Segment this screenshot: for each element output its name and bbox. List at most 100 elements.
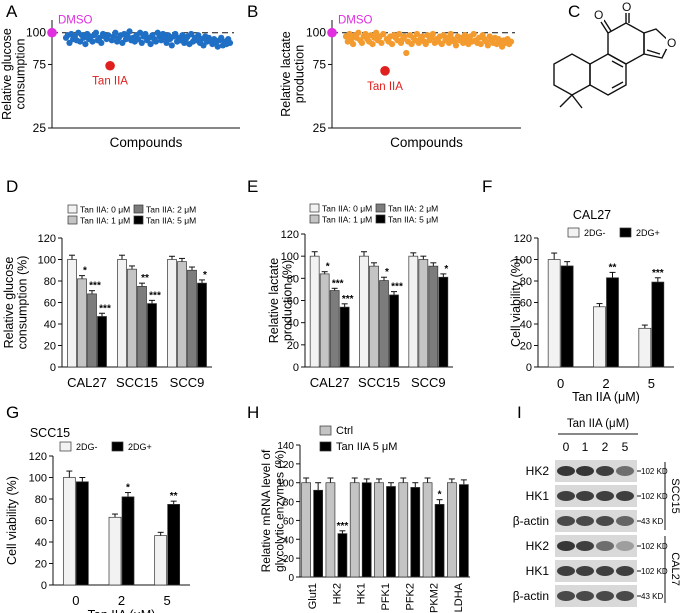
chart-e-y-tick-label: 100: [281, 251, 299, 263]
chart-d-significance: *: [203, 270, 207, 281]
chart-b-point: [358, 39, 366, 47]
chart-d-legend-swatch: [133, 204, 144, 214]
chart-f-y-tick-label: 20: [520, 341, 532, 353]
chart-f-significance: ***: [652, 268, 664, 279]
chart-d-y-tick-label: 40: [44, 319, 56, 331]
chart-f-y-tick-label: 0: [526, 362, 532, 374]
blot-band: [576, 516, 594, 526]
chart-f-bar: [593, 306, 606, 368]
chart-e-legend-swatch: [309, 214, 320, 224]
chart-d-y-tick-label: 120: [38, 233, 56, 245]
chart-f-legend-entry: 2DG-: [584, 228, 606, 238]
chart-e-bar: [438, 276, 449, 368]
chart-h-y-tick-label: 40: [283, 535, 295, 546]
chart-e-significance: *: [444, 264, 448, 275]
blot-band: [596, 491, 614, 501]
chart-b-point: [447, 30, 454, 38]
chart-b-point: [380, 30, 387, 38]
chart-g-y-tick-label: 40: [35, 537, 47, 549]
chart-e-significance: ***: [391, 282, 403, 293]
chart-h-category-label: Glut1: [307, 583, 319, 609]
blot-band: [557, 566, 575, 576]
blot-band: [576, 466, 594, 476]
oxygen-label-2: O: [622, 0, 631, 14]
chart-b-tan-iia-label: Tan IIA: [367, 81, 403, 93]
chart-f-y-tick-label: 80: [520, 276, 532, 288]
chart-g-legend-entry: 2DG+: [128, 442, 152, 452]
chart-e-legend-swatch: [375, 214, 386, 224]
blot-band: [576, 591, 594, 601]
chart-e-bar: [329, 290, 340, 368]
chart-h-y-tick-label: 80: [283, 498, 295, 509]
chart-a-point: [112, 29, 119, 36]
chart-a-glucose-screen: 25 75 100 Tan IIA DMSO Compounds Relative gluc…: [0, 15, 240, 150]
chart-d-bar: [197, 282, 207, 368]
blot-marker-label: 102 KD: [641, 467, 668, 476]
chart-h-category-label: PFK1: [380, 583, 392, 611]
chart-b-point: [419, 33, 426, 40]
chart-e-legend-entry: Tan IIA: 0 μM: [322, 204, 372, 214]
chart-f-legend-swatch: [567, 227, 580, 238]
blot-band: [576, 541, 594, 551]
chart-f-y-tick-label: 100: [514, 255, 532, 267]
chart-d-glucose-consumption: 020406080100120*******CAL27*****SCC15*SC…: [2, 204, 212, 390]
chart-h-bar: [410, 487, 421, 578]
chart-g-y-label: Cell viability (%): [5, 476, 19, 565]
chart-e-y-tick-label: 20: [287, 340, 299, 352]
blot-row-label: HK1: [526, 564, 550, 578]
chart-b-point: [362, 30, 369, 38]
chart-h-y-tick-label: 120: [277, 460, 294, 471]
chart-d-legend-entry: Tan IIA: 1 μM: [80, 216, 130, 226]
chart-a-point: [147, 41, 154, 48]
chart-a-y-tick-label: 25: [33, 121, 47, 135]
chart-e-bar: [418, 259, 429, 368]
chart-b-point: [350, 41, 357, 48]
blot-band: [557, 466, 575, 476]
chart-g-bar: [167, 504, 181, 586]
blot-band: [616, 541, 634, 551]
chart-a-point: [168, 42, 175, 49]
chart-g-x-label: Tan IIA (μM): [88, 608, 156, 613]
blot-marker-label: 102 KD: [641, 542, 668, 551]
chart-h-y-label: glycolytic enzymes (%): [273, 450, 287, 572]
chart-d-legend-swatch: [67, 204, 78, 214]
chart-b-dmso-point: [327, 27, 337, 38]
chart-e-significance: ***: [342, 294, 354, 305]
chart-f-bar: [560, 265, 574, 368]
chart-e-legend-entry: Tan IIA: 2 μM: [388, 204, 438, 214]
furan-ring: [643, 28, 671, 59]
blot-marker-label: 102 KD: [641, 567, 668, 576]
chart-g-y-tick-label: 120: [29, 451, 47, 463]
chart-h-bar: [325, 482, 336, 578]
chart-g-significance: **: [170, 491, 178, 502]
chart-d-bar: [77, 278, 87, 368]
chart-b-point: [484, 42, 491, 49]
chart-f-category-label: 0: [557, 376, 564, 391]
chart-h-mrna-levels: 0 20 40 60 80 100 120 140 Glut1 *** HK2 HK1 PFK1 PFK2…: [259, 425, 470, 613]
chart-h-y-tick-label: 140: [277, 441, 294, 452]
chart-d-y-tick-label: 80: [44, 276, 56, 288]
chart-e-bar: [309, 255, 320, 368]
chart-g-y-tick-label: 60: [35, 516, 47, 528]
chart-a-dmso-label: DMSO: [58, 15, 93, 27]
chart-g-title: SCC15: [30, 426, 70, 440]
blot-band: [596, 516, 614, 526]
chart-a-point: [152, 38, 159, 45]
chart-g-legend-swatch: [111, 441, 124, 452]
chart-h-y-tick-label: 60: [283, 516, 295, 527]
chart-e-category-label: CAL27: [310, 375, 350, 390]
chart-f-y-tick-label: 40: [520, 319, 532, 331]
chart-h-category-label: HK2: [331, 583, 343, 604]
chart-f-category-label: 5: [648, 376, 655, 391]
chart-d-y-tick-label: 60: [44, 298, 56, 310]
chart-d-significance: ***: [89, 281, 101, 292]
blot-marker-label: 43 KD: [641, 592, 663, 601]
ring-b: [589, 53, 627, 96]
chart-e-bar: [408, 255, 419, 368]
chart-d-legend-swatch: [67, 215, 78, 225]
panel-label-c: C: [568, 2, 580, 21]
chart-a-point: [138, 39, 145, 47]
chart-g-category-label: 0: [72, 593, 79, 608]
chart-b-point: [507, 38, 515, 45]
chart-b-point: [355, 29, 362, 36]
